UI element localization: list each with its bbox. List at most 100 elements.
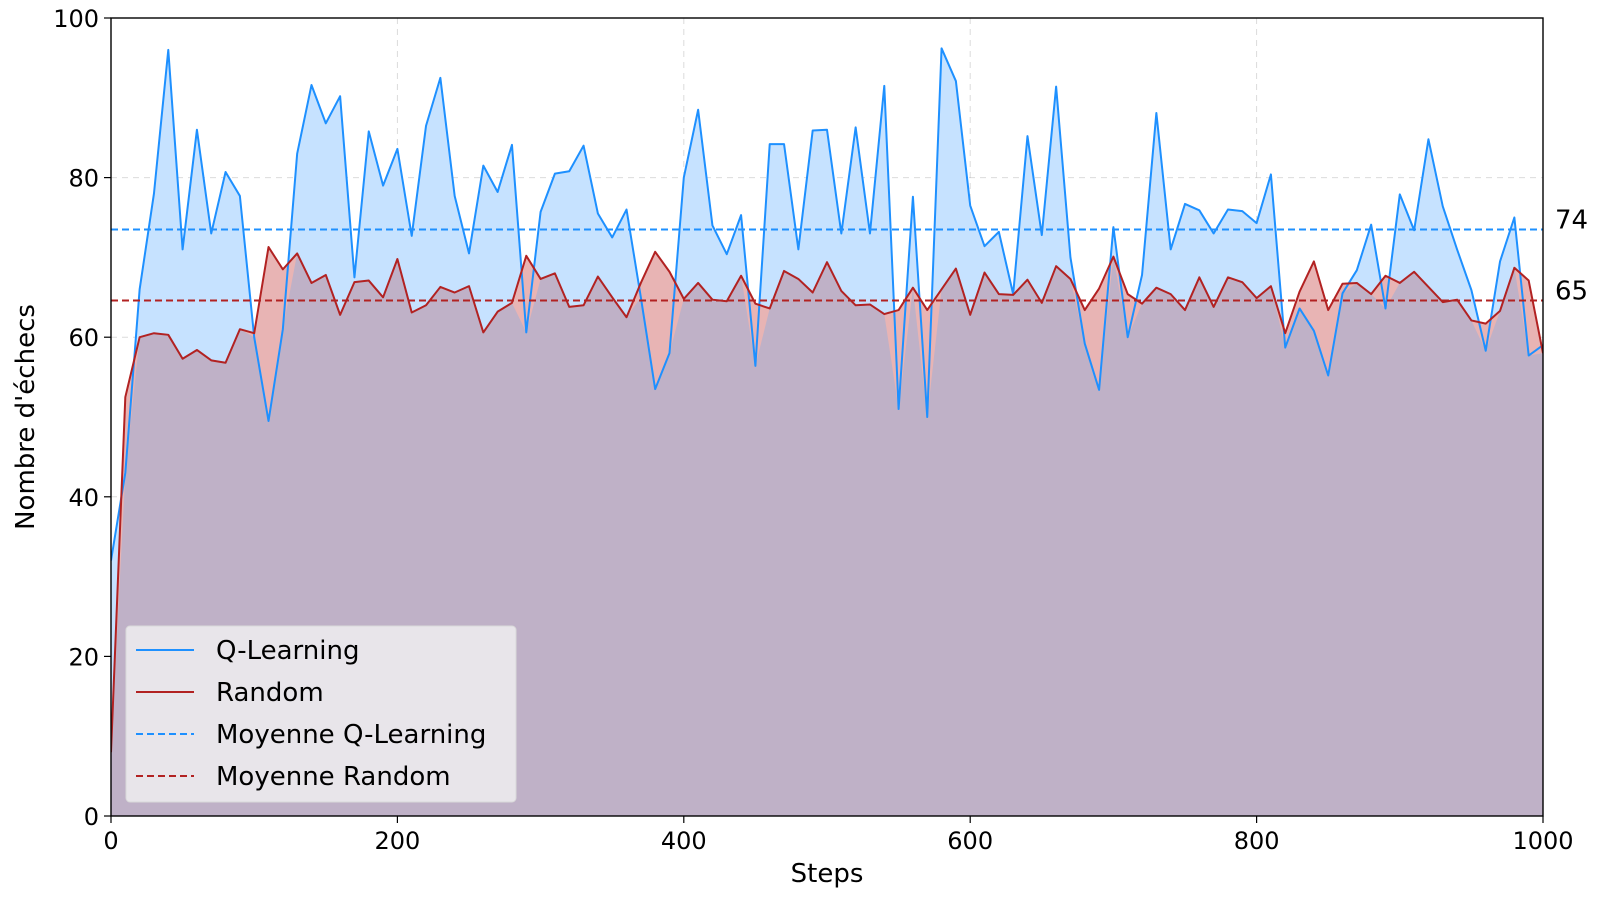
q-learning-point bbox=[325, 122, 327, 124]
random-point bbox=[769, 307, 771, 309]
legend-label-q-learning: Q-Learning bbox=[216, 636, 359, 666]
random-point bbox=[167, 334, 169, 336]
q-learning-point bbox=[167, 49, 169, 51]
q-learning-point bbox=[1112, 226, 1114, 228]
random-point bbox=[1041, 302, 1043, 304]
random-point bbox=[1112, 255, 1114, 257]
q-learning-point bbox=[339, 95, 341, 97]
random-point bbox=[740, 275, 742, 277]
q-learning-point bbox=[511, 144, 513, 146]
q-learning-point bbox=[353, 276, 355, 278]
q-learning-point bbox=[726, 253, 728, 255]
random-point bbox=[1527, 279, 1529, 281]
q-learning-point bbox=[840, 232, 842, 234]
random-point bbox=[897, 309, 899, 311]
q-learning-point bbox=[1427, 138, 1429, 140]
random-point bbox=[1227, 276, 1229, 278]
random-point bbox=[339, 314, 341, 316]
random-point bbox=[668, 271, 670, 273]
q-learning-point bbox=[754, 365, 756, 367]
random-point bbox=[969, 314, 971, 316]
q-learning-point bbox=[411, 235, 413, 237]
series-lines bbox=[111, 47, 1543, 753]
legend-label-random: Random bbox=[216, 678, 324, 708]
y-tick-label: 60 bbox=[68, 324, 99, 352]
q-learning-point bbox=[181, 248, 183, 250]
q-learning-point bbox=[1270, 173, 1272, 175]
axis-ticks: 0 200 400 600 800 1000 0 20 40 60 80 100 bbox=[53, 5, 1573, 855]
random-point bbox=[1356, 282, 1358, 284]
q-learning-point bbox=[1184, 203, 1186, 205]
random-point bbox=[453, 291, 455, 293]
q-learning-point bbox=[826, 129, 828, 131]
q-learning-point bbox=[897, 408, 899, 410]
legend-item-mean-random: Moyenne Random bbox=[136, 762, 451, 792]
random-point bbox=[210, 359, 212, 361]
random-point bbox=[854, 304, 856, 306]
q-learning-point bbox=[711, 224, 713, 226]
random-point bbox=[1212, 306, 1214, 308]
random-point bbox=[654, 251, 656, 253]
q-learning-point bbox=[568, 170, 570, 172]
q-learning-point bbox=[153, 192, 155, 194]
legend-item-q-learning: Q-Learning bbox=[136, 636, 359, 666]
q-learning-point bbox=[468, 252, 470, 254]
random-point bbox=[353, 281, 355, 283]
random-point bbox=[1270, 285, 1272, 287]
mean-q-learning-label: 74 bbox=[1555, 205, 1588, 235]
x-tick-label: 600 bbox=[947, 827, 993, 855]
q-learning-point bbox=[683, 176, 685, 178]
random-point bbox=[1327, 309, 1329, 311]
q-learning-point bbox=[138, 288, 140, 290]
q-learning-point bbox=[625, 208, 627, 210]
q-learning-point bbox=[310, 84, 312, 86]
q-learning-point bbox=[396, 148, 398, 150]
q-learning-point bbox=[1456, 248, 1458, 250]
q-learning-point bbox=[1127, 336, 1129, 338]
q-learning-point bbox=[797, 248, 799, 250]
q-learning-point bbox=[239, 195, 241, 197]
q-learning-point bbox=[1313, 330, 1315, 332]
q-learning-point bbox=[1212, 232, 1214, 234]
q-learning-point bbox=[382, 184, 384, 186]
random-point bbox=[912, 287, 914, 289]
q-learning-point bbox=[253, 336, 255, 338]
random-point bbox=[883, 313, 885, 315]
random-point bbox=[1141, 302, 1143, 304]
random-point bbox=[325, 274, 327, 276]
random-point bbox=[239, 328, 241, 330]
random-point bbox=[425, 304, 427, 306]
random-point bbox=[1127, 293, 1129, 295]
legend-item-random: Random bbox=[136, 678, 324, 708]
y-tick-label: 20 bbox=[68, 643, 99, 671]
q-learning-point bbox=[453, 195, 455, 197]
random-point bbox=[1255, 297, 1257, 299]
q-learning-point bbox=[912, 196, 914, 198]
random-point bbox=[1341, 283, 1343, 285]
random-point bbox=[224, 362, 226, 364]
q-learning-point bbox=[955, 80, 957, 82]
legend-label-mean-random: Moyenne Random bbox=[216, 762, 451, 792]
q-learning-point bbox=[1069, 256, 1071, 258]
random-point bbox=[253, 332, 255, 334]
random-point bbox=[1098, 287, 1100, 289]
q-learning-point bbox=[1227, 208, 1229, 210]
random-point bbox=[1026, 279, 1028, 281]
random-point bbox=[1084, 309, 1086, 311]
q-learning-point bbox=[926, 416, 928, 418]
random-point bbox=[955, 267, 957, 269]
q-learning-point bbox=[883, 85, 885, 87]
random-point bbox=[482, 331, 484, 333]
q-learning-point bbox=[1198, 209, 1200, 211]
random-point bbox=[468, 285, 470, 287]
x-axis-label: Steps bbox=[791, 859, 864, 889]
q-learning-point bbox=[1442, 205, 1444, 207]
random-point bbox=[368, 279, 370, 281]
random-point bbox=[568, 306, 570, 308]
random-point bbox=[1427, 286, 1429, 288]
q-learning-point bbox=[1284, 346, 1286, 348]
random-point bbox=[1241, 281, 1243, 283]
q-learning-point bbox=[740, 214, 742, 216]
q-learning-point bbox=[611, 236, 613, 238]
